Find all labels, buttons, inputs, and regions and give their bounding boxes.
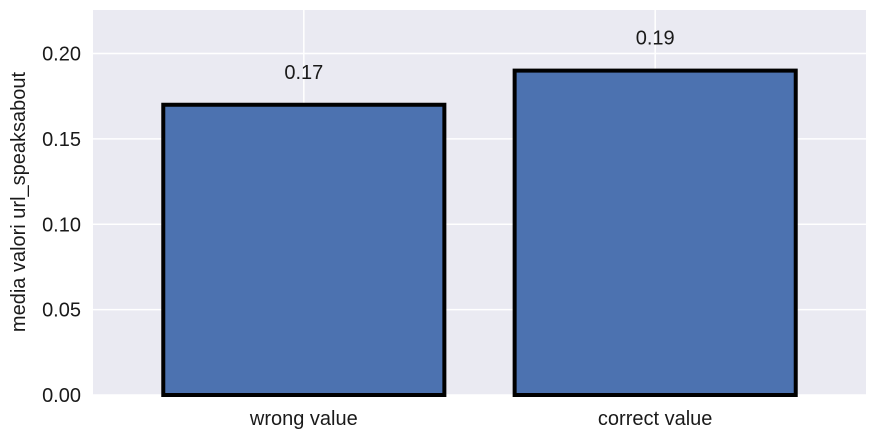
y-tick-label: 0.10 bbox=[42, 214, 81, 236]
data-labels: 0.17 0.19 bbox=[284, 28, 674, 84]
bar-value-label: 0.17 bbox=[284, 62, 323, 84]
bar bbox=[512, 68, 798, 398]
bar-value-label: 0.19 bbox=[636, 28, 675, 50]
y-axis-label: media valori url_speaksabout bbox=[8, 71, 30, 332]
bar bbox=[161, 102, 447, 397]
y-axis-ticks: 0.00 0.05 0.10 0.15 0.20 bbox=[42, 44, 81, 407]
y-tick-label: 0.05 bbox=[42, 300, 81, 322]
y-tick-label: 0.20 bbox=[42, 44, 81, 66]
y-tick-label: 0.15 bbox=[42, 129, 81, 151]
x-axis-ticks: wrong value correct value bbox=[249, 408, 713, 430]
x-tick-label: wrong value bbox=[249, 408, 358, 430]
x-tick-label: correct value bbox=[598, 408, 713, 430]
y-tick-label: 0.00 bbox=[42, 385, 81, 407]
bars bbox=[161, 68, 798, 398]
